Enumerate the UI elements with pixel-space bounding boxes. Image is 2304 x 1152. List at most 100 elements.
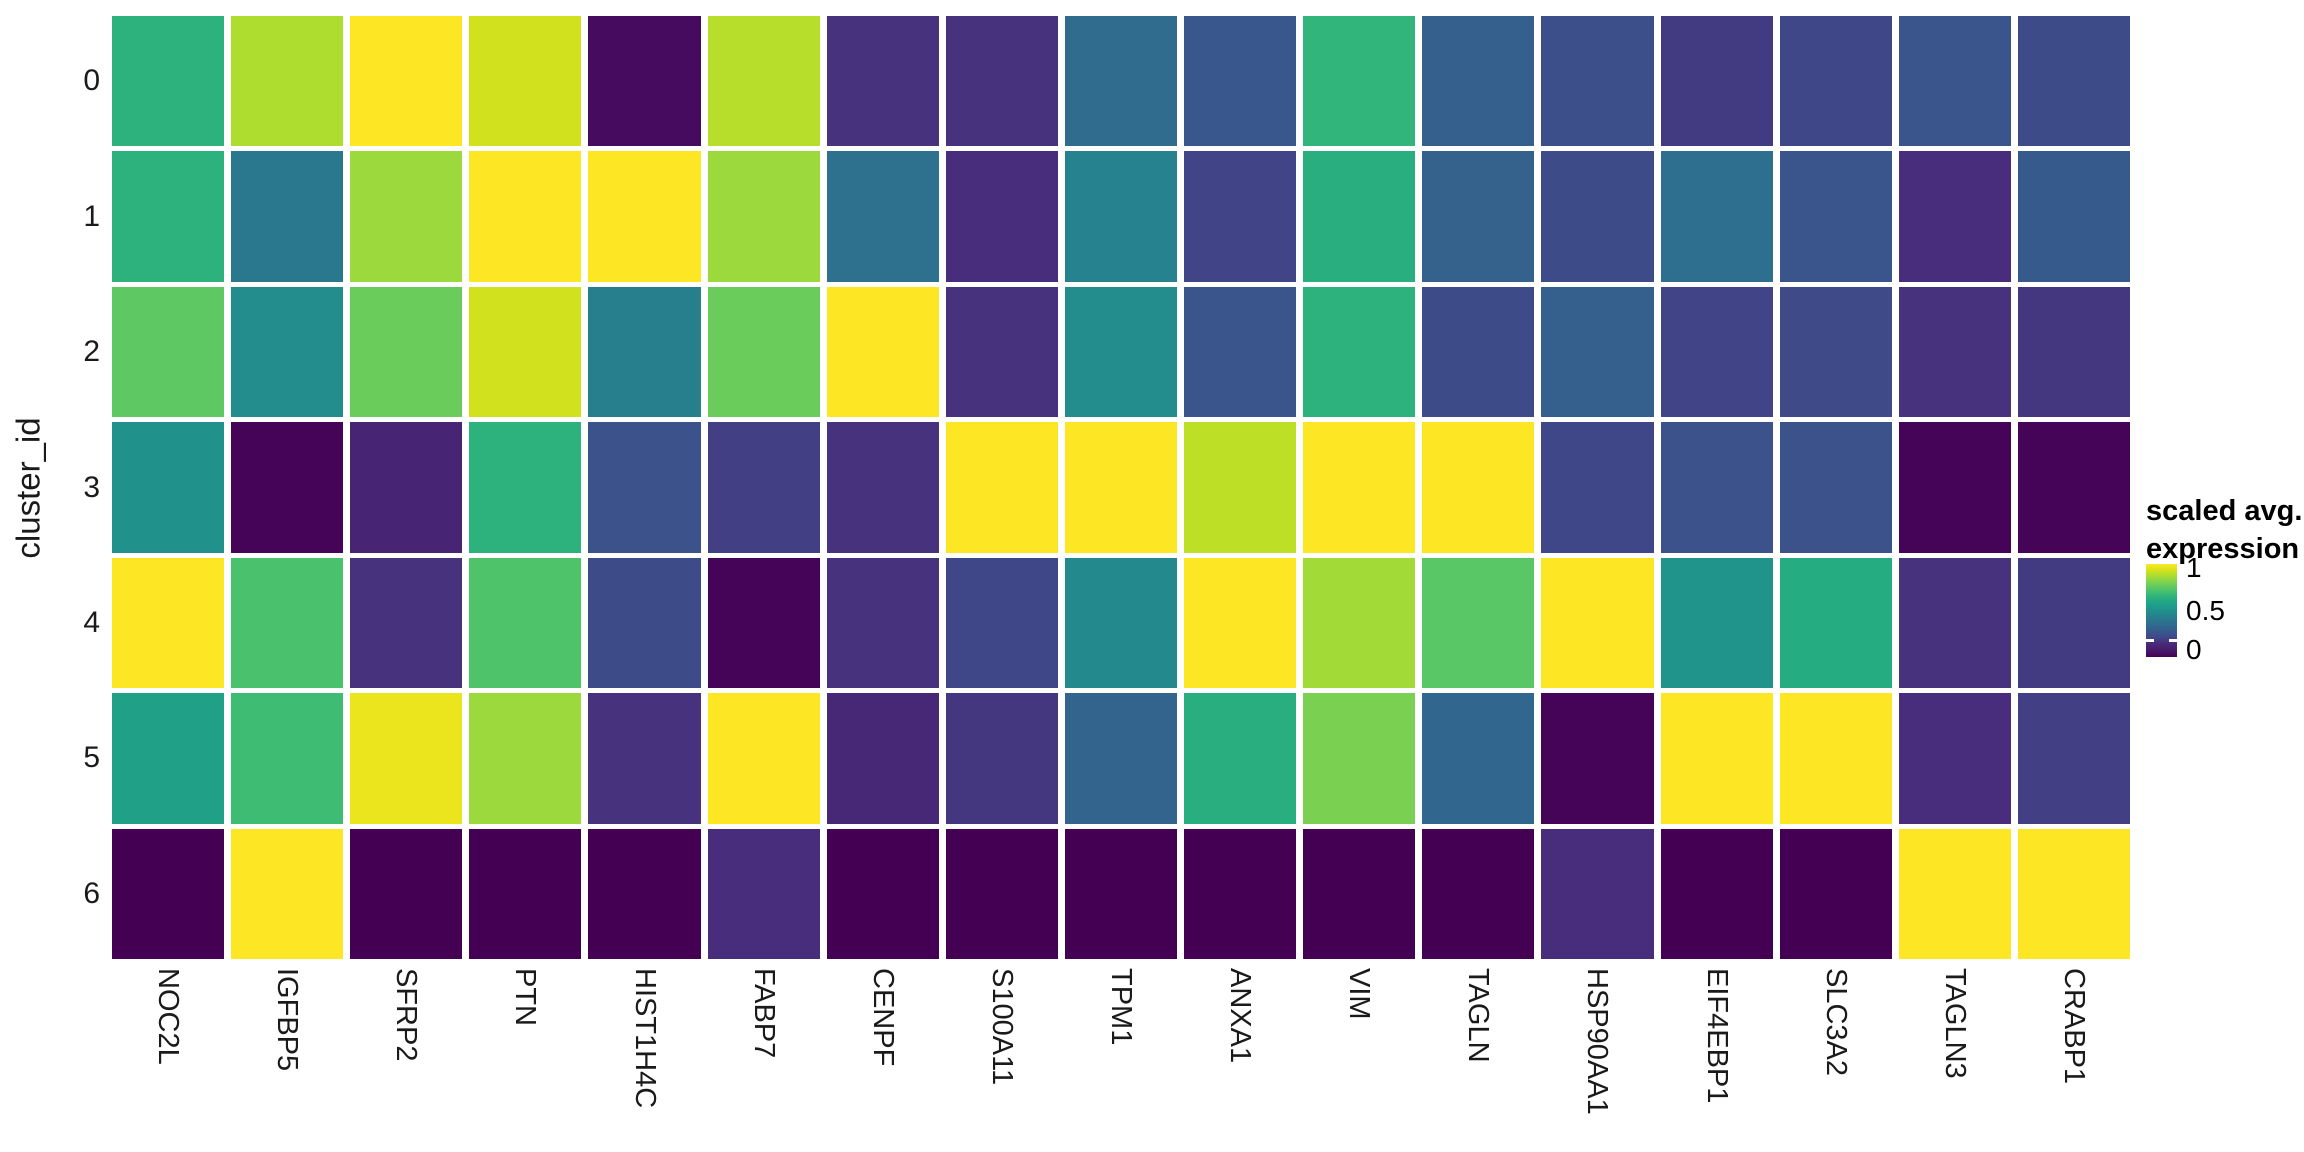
heatmap-cell: [350, 286, 463, 418]
heatmap-cell: [1541, 828, 1654, 959]
heatmap-cell: [1422, 828, 1535, 959]
heatmap-cell: [1064, 286, 1178, 418]
heatmap-cell: [826, 151, 939, 282]
heatmap-cell: [231, 693, 344, 824]
heatmap-cell: [231, 422, 344, 553]
x-tick-label: S100A11: [985, 968, 1018, 1086]
heatmap-cell: [350, 422, 463, 553]
heatmap-cell: [945, 16, 1058, 147]
heatmap-cell: [1184, 557, 1297, 689]
heatmap-cell: [707, 16, 820, 147]
heatmap-grid: [112, 16, 2130, 959]
heatmap-cell: [1541, 286, 1654, 418]
heatmap-cell: [469, 286, 582, 418]
heatmap-cell: [350, 16, 463, 147]
heatmap-cell: [1660, 828, 1773, 959]
heatmap-cell: [112, 557, 225, 689]
heatmap-cell: [588, 151, 701, 282]
heatmap-cell: [588, 286, 701, 418]
heatmap-cell: [1422, 16, 1535, 147]
heatmap-cell: [1184, 286, 1297, 418]
heatmap-cell: [588, 422, 701, 553]
heatmap-cell: [945, 151, 1058, 282]
heatmap-cell: [1303, 151, 1416, 282]
heatmap-cell: [350, 151, 463, 282]
heatmap-cell: [1898, 286, 2011, 418]
heatmap-cell: [2017, 422, 2130, 553]
x-tick-label: CRABP1: [2057, 968, 2090, 1085]
heatmap-cell: [231, 286, 344, 418]
heatmap-cell: [350, 557, 463, 689]
heatmap-cell: [945, 557, 1058, 689]
legend-tick-mark: [2146, 681, 2154, 684]
heatmap-cell: [1541, 557, 1654, 689]
heatmap-cell: [1779, 422, 1892, 553]
legend-tick-mark: [2169, 720, 2177, 724]
heatmap-cell: [1064, 693, 1178, 824]
x-tick-label: PTN: [509, 968, 542, 1026]
heatmap-cell: [707, 286, 820, 418]
heatmap-cell: [945, 286, 1058, 418]
x-tick-label: EIF4EBP1: [1700, 968, 1733, 1104]
heatmap-cell: [469, 422, 582, 553]
heatmap-cell: [707, 422, 820, 553]
heatmap-cell: [112, 286, 225, 418]
heatmap-cell: [1660, 16, 1773, 147]
heatmap-cell: [1064, 422, 1178, 553]
y-tick-label: 0: [83, 64, 100, 98]
heatmap-cell: [826, 557, 939, 689]
x-tick-label: FABP7: [747, 968, 780, 1059]
heatmap-cell: [1779, 557, 1892, 689]
heatmap-cell: [231, 557, 344, 689]
heatmap-cell: [1898, 422, 2011, 553]
heatmap-cell: [1303, 828, 1416, 959]
x-tick-label: ANXA1: [1224, 968, 1257, 1064]
heatmap-cell: [1660, 422, 1773, 553]
heatmap-cell: [945, 828, 1058, 959]
heatmap-cell: [469, 151, 582, 282]
legend-title-line-1: scaled avg.: [2146, 495, 2303, 527]
heatmap-cell: [231, 16, 344, 147]
heatmap-cell: [112, 151, 225, 282]
heatmap-cell: [1303, 422, 1416, 553]
x-tick-label: CENPF: [866, 968, 899, 1067]
heatmap-cell: [231, 151, 344, 282]
x-tick-label: VIM: [1343, 968, 1376, 1020]
heatmap-cell: [2017, 286, 2130, 418]
x-tick-label: IGFBP5: [271, 968, 304, 1072]
y-tick-label: 6: [83, 876, 100, 910]
legend-tick-mark: [2169, 681, 2177, 684]
heatmap-cell: [945, 693, 1058, 824]
heatmap-cell: [2017, 16, 2130, 147]
heatmap-cell: [1898, 828, 2011, 959]
heatmap-cell: [826, 828, 939, 959]
heatmap-cell: [707, 828, 820, 959]
heatmap-cell: [707, 557, 820, 689]
heatmap-cell: [707, 693, 820, 824]
heatmap-cell: [1184, 151, 1297, 282]
heatmap-cell: [1064, 557, 1178, 689]
heatmap-cell: [469, 16, 582, 147]
y-tick-label: 5: [83, 741, 100, 775]
legend: scaled avg. expression 1 0.5 0: [2146, 492, 2304, 724]
heatmap-cell: [1184, 16, 1297, 147]
heatmap-cell: [112, 828, 225, 959]
y-tick-label: 1: [83, 199, 100, 233]
heatmap-cell: [1660, 151, 1773, 282]
heatmap-cell: [1779, 286, 1892, 418]
heatmap-cell: [112, 693, 225, 824]
heatmap-cell: [588, 693, 701, 824]
heatmap-cell: [1064, 16, 1178, 147]
legend-colorbar: [2146, 564, 2177, 724]
legend-tick-label: 1: [2186, 552, 2202, 584]
heatmap-cell: [1541, 151, 1654, 282]
x-tick-label: SFRP2: [390, 968, 423, 1062]
heatmap-cell: [1184, 693, 1297, 824]
heatmap-cell: [588, 16, 701, 147]
heatmap-cell: [469, 693, 582, 824]
heatmap-cell: [231, 828, 344, 959]
heatmap-cell: [1898, 16, 2011, 147]
heatmap-cell: [1184, 422, 1297, 553]
heatmap-cell: [945, 422, 1058, 553]
